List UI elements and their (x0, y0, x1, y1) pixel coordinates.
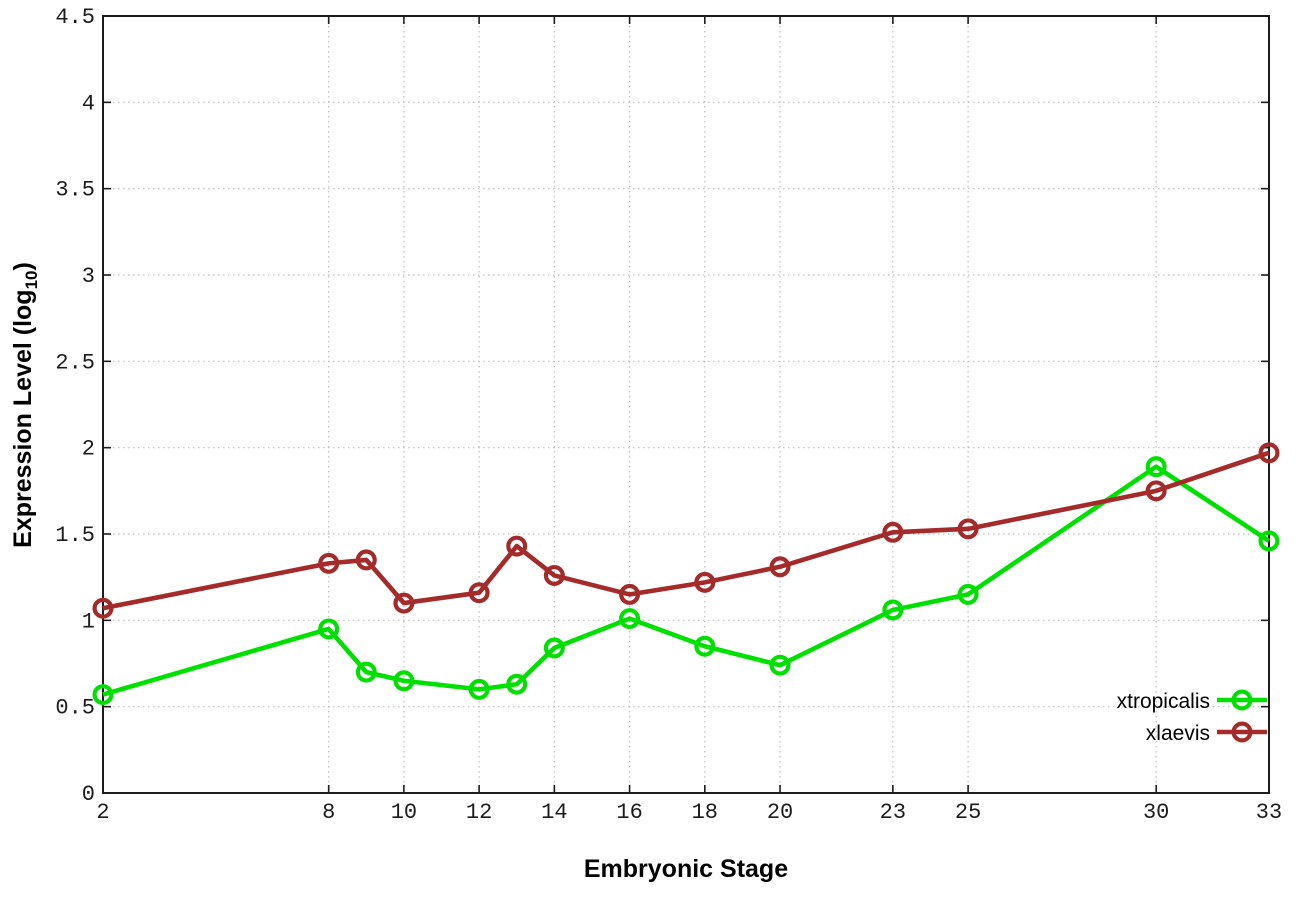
legend-label-xlaevis: xlaevis (1146, 722, 1210, 745)
data-point-xtropicalis (92, 684, 114, 706)
x-tick-label: 23 (880, 800, 906, 825)
series-xtropicalis (92, 456, 1280, 706)
data-point-xlaevis (318, 552, 340, 574)
y-tick-label: 1.5 (55, 523, 95, 548)
y-axis-title-subscript: 10 (22, 270, 41, 289)
data-point-xlaevis (355, 549, 377, 571)
data-point-xtropicalis (393, 670, 415, 692)
data-point-xtropicalis (957, 583, 979, 605)
y-tick-label: 2.5 (55, 350, 95, 375)
legend: xtropicalis xlaevis (1117, 689, 1267, 745)
data-point-xtropicalis (619, 608, 641, 630)
data-point-xtropicalis (882, 599, 904, 621)
y-axis-title: Expression Level (log10) (9, 262, 41, 548)
x-tick-label: 10 (391, 800, 417, 825)
x-tick-label: 30 (1143, 800, 1169, 825)
data-series (92, 442, 1280, 706)
data-point-xlaevis (468, 582, 490, 604)
axes (102, 15, 1270, 794)
x-tick-label: 20 (767, 800, 793, 825)
data-point-xlaevis (694, 571, 716, 593)
y-tick-label: 3.5 (55, 178, 95, 203)
x-axis-title: Embryonic Stage (584, 855, 788, 883)
data-point-xlaevis (506, 535, 528, 557)
data-point-xlaevis (92, 597, 114, 619)
x-tick-label: 12 (466, 800, 492, 825)
x-tick-label: 18 (692, 800, 718, 825)
data-point-xlaevis (882, 521, 904, 543)
series-xlaevis (92, 442, 1280, 619)
data-point-xlaevis (957, 518, 979, 540)
y-tick-label: 1 (82, 609, 95, 634)
data-point-xlaevis (1258, 442, 1280, 464)
data-point-xlaevis (393, 592, 415, 614)
y-tick-label: 4.5 (55, 5, 95, 30)
x-tick-label: 33 (1256, 800, 1282, 825)
data-point-xtropicalis (355, 661, 377, 683)
y-tick-label: 2 (82, 437, 95, 462)
x-tick-label: 8 (322, 800, 335, 825)
gridlines (103, 16, 1269, 793)
data-point-xtropicalis (318, 618, 340, 640)
data-point-xlaevis (769, 556, 791, 578)
data-point-xtropicalis (1145, 456, 1167, 478)
legend-marker-xlaevis-circle-icon (1231, 721, 1253, 743)
data-point-xtropicalis (1258, 530, 1280, 552)
data-point-xtropicalis (506, 673, 528, 695)
legend-marker-xtropicalis-circle-icon (1231, 689, 1253, 711)
legend-label-xtropicalis: xtropicalis (1117, 690, 1210, 713)
data-point-xlaevis (619, 583, 641, 605)
y-tick-label: 0 (82, 782, 95, 807)
data-point-xtropicalis (694, 635, 716, 657)
data-point-xlaevis (543, 564, 565, 586)
y-tick-label: 4 (82, 91, 95, 116)
x-tick-label: 25 (955, 800, 981, 825)
x-tick-label: 16 (616, 800, 642, 825)
y-tick-label: 3 (82, 264, 95, 289)
y-tick-label: 0.5 (55, 696, 95, 721)
x-tick-label: 14 (541, 800, 567, 825)
plot-border (102, 15, 1270, 794)
data-point-xlaevis (1145, 480, 1167, 502)
series-line-xtropicalis (102, 464, 1271, 697)
data-point-xtropicalis (468, 678, 490, 700)
series-line-xlaevis (102, 450, 1270, 611)
data-point-xtropicalis (769, 654, 791, 676)
data-point-xtropicalis (543, 637, 565, 659)
x-tick-label: 2 (96, 800, 109, 825)
tick-labels: 2 8 10 12 14 16 18 20 23 25 30 33 0 0.5 1 1.5 2 2.5 3 3.5 4 4… (55, 5, 1282, 825)
